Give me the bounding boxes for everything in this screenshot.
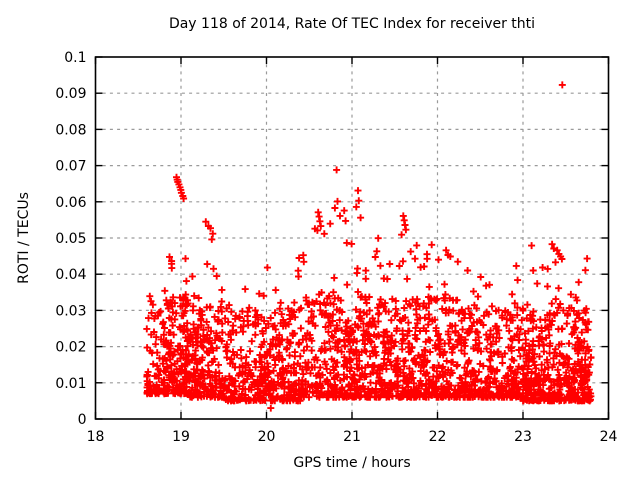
- x-tick-label: 24: [600, 429, 618, 445]
- y-tick-label: 0.03: [55, 303, 86, 319]
- x-tick-label: 20: [258, 429, 276, 445]
- x-tick-label: 22: [429, 429, 447, 445]
- y-tick-label: 0.08: [55, 122, 86, 138]
- y-tick-label: 0.01: [55, 376, 86, 392]
- x-tick-label: 18: [87, 429, 105, 445]
- y-tick-label: 0.09: [55, 86, 86, 102]
- y-tick-label: 0.04: [55, 267, 86, 283]
- x-axis-label: GPS time / hours: [293, 455, 410, 471]
- axes-frame-layer: [94, 56, 610, 420]
- y-tick-label: 0.06: [55, 195, 86, 211]
- y-tick-label: 0.02: [55, 340, 86, 356]
- roti-data-points: [143, 81, 595, 412]
- x-tick-label: 21: [343, 429, 361, 445]
- x-tick-label: 19: [172, 429, 190, 445]
- chart-title: Day 118 of 2014, Rate Of TEC Index for r…: [169, 16, 535, 32]
- y-tick-label: 0.05: [55, 231, 86, 247]
- tick-label-layer: 18 19 20 21 22 23 24 0 0.01 0.02 0.03 0.04 0.05 0.06 0…: [55, 50, 617, 445]
- data-points-layer: [143, 81, 595, 412]
- x-tick-label: 23: [514, 429, 532, 445]
- y-axis-label: ROTI / TECUs: [16, 192, 32, 284]
- y-tick-label: 0: [78, 412, 87, 428]
- y-tick-label: 0.1: [64, 50, 86, 66]
- y-tick-label: 0.07: [55, 159, 86, 175]
